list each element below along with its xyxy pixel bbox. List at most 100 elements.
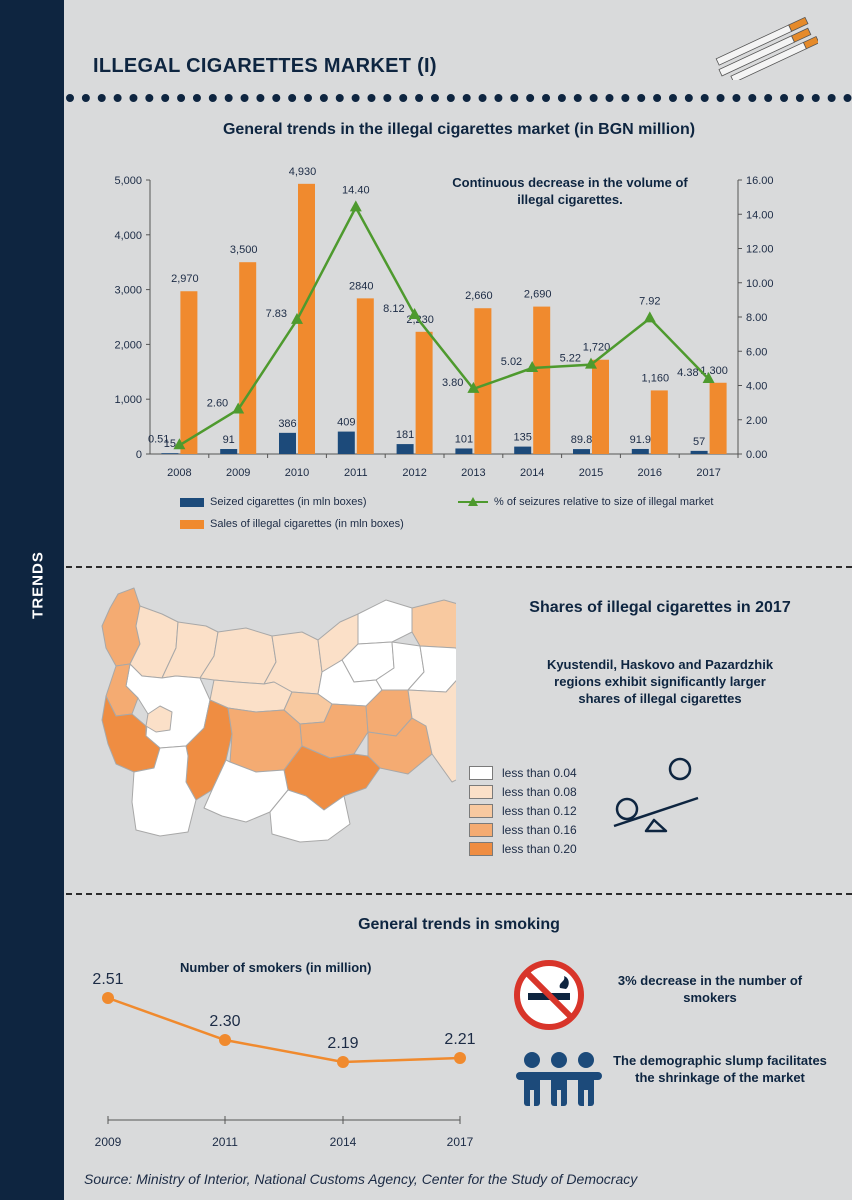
bar-sales <box>709 382 727 454</box>
legend-sales: Sales of illegal cigarettes (in mln boxe… <box>180 518 404 530</box>
smoking-section-title: General trends in smoking <box>358 916 560 933</box>
map-legend-item: less than 0.20 <box>469 842 577 856</box>
x-tick-label: 2010 <box>285 467 309 479</box>
data-label-percent: 3.80 <box>442 377 463 389</box>
y2-tick-label: 4.00 <box>746 381 767 393</box>
balance-scale-icon <box>613 757 699 833</box>
point-percent <box>349 200 362 212</box>
x-tick-label: 2015 <box>579 467 603 479</box>
line-percent <box>178 204 710 447</box>
illegal-market-chart: 0 1,000 2,000 3,000 4,000 5,000 0.00 2.00 4.00 6.… <box>114 166 774 479</box>
data-label-percent: 14.40 <box>342 184 370 196</box>
legend-seized-swatch <box>180 497 204 507</box>
data-label-seized: 91.9 <box>630 434 651 446</box>
data-label-sales: 2,660 <box>465 290 493 302</box>
y2-tick-label: 0.00 <box>746 449 767 461</box>
y-tick-label: 0 <box>136 449 142 461</box>
section-divider-top <box>66 94 852 102</box>
point-percent <box>585 357 597 369</box>
data-label-percent: 0.51 <box>148 433 169 445</box>
bulgaria-map <box>101 587 456 843</box>
data-label-sales: 3,500 <box>230 244 258 256</box>
point-smokers <box>219 1034 231 1046</box>
sidebar-label: TRENDS <box>29 551 47 619</box>
line-smokers <box>107 996 461 1064</box>
point-percent <box>526 361 539 373</box>
data-label-seized: 89.8 <box>571 434 592 446</box>
legend-percent-label: % of seizures relative to size of illega… <box>494 496 714 508</box>
data-label-percent: 2.60 <box>207 397 228 409</box>
data-label-seized: 15 <box>164 438 176 450</box>
y2-tick-label: 16.00 <box>746 175 774 187</box>
source-note: Source: Ministry of Interior, National C… <box>84 1171 638 1187</box>
y-tick-label: 2,000 <box>114 339 142 351</box>
map-legend-label: less than 0.04 <box>502 766 577 780</box>
point-smokers <box>102 992 114 1004</box>
data-label-sales: 2840 <box>349 280 373 292</box>
map-legend-swatch <box>469 766 493 780</box>
y-tick-label: 1,000 <box>114 394 142 406</box>
page-title: ILLEGAL CIGARETTES MARKET (I) <box>93 55 437 77</box>
map-region-dobrich <box>411 599 456 649</box>
bar-seized <box>631 448 649 454</box>
y2-tick-label: 14.00 <box>746 209 774 221</box>
data-label-sales: 4,930 <box>289 166 317 178</box>
map-legend-swatch <box>469 804 493 818</box>
map-region-burgas <box>407 680 456 783</box>
data-label-percent: 5.22 <box>560 353 581 365</box>
point-percent <box>408 307 421 319</box>
people-icon <box>516 1052 602 1108</box>
bar-sales <box>592 359 609 454</box>
y-tick-label: 4,000 <box>114 230 142 242</box>
data-label-seized: 386 <box>278 418 296 430</box>
smokers-chart: 2009 2.51 2011 2.30 2014 2.19 2017 2.21 <box>92 971 475 1149</box>
smokers-chart-title: Number of smokers (in million) <box>180 960 372 975</box>
bar-seized <box>514 446 532 454</box>
bar-seized <box>337 431 355 454</box>
bar-seized <box>396 444 414 454</box>
map-region-blagoevgrad <box>131 745 197 837</box>
bar-sales <box>356 298 374 454</box>
y2-tick-label: 10.00 <box>746 278 774 290</box>
data-label-percent: 7.83 <box>266 308 287 320</box>
bar-sales <box>415 331 433 454</box>
bar-sales <box>298 183 315 454</box>
point-percent <box>643 311 656 323</box>
bar-sales <box>239 262 257 454</box>
y2-tick-label: 2.00 <box>746 415 767 427</box>
data-label-smokers: 2.51 <box>92 971 123 988</box>
legend-seized-label: Seized cigarettes (in mln boxes) <box>210 496 367 508</box>
data-label-sales: 2,970 <box>171 273 199 285</box>
x-tick-label: 2011 <box>344 467 368 479</box>
data-label-smokers: 2.21 <box>444 1031 475 1048</box>
no-smoking-icon <box>514 960 584 1030</box>
point-percent <box>702 371 715 383</box>
data-label-sales: 1,720 <box>583 342 611 354</box>
sidebar: TRENDS <box>0 0 64 1200</box>
cigarettes-icon <box>715 16 818 80</box>
y2-tick-label: 8.00 <box>746 312 767 324</box>
map-region-silistra <box>357 599 413 645</box>
x-tick-label: 2008 <box>167 467 191 479</box>
data-label-percent: 8.12 <box>383 303 404 315</box>
map-legend-swatch <box>469 823 493 837</box>
data-label-sales: 1,300 <box>700 365 728 377</box>
section-divider-2 <box>66 893 852 895</box>
x-tick-label: 2014 <box>330 1135 357 1149</box>
data-label-percent: 5.02 <box>501 356 522 368</box>
bar-seized <box>279 432 296 454</box>
map-legend-swatch <box>469 842 493 856</box>
data-label-sales: 1,160 <box>642 372 670 384</box>
map-region-kardzhali <box>269 789 351 843</box>
legend-seized: Seized cigarettes (in mln boxes) <box>180 496 367 508</box>
point-smokers <box>337 1056 349 1068</box>
x-tick-label: 2009 <box>226 467 250 479</box>
bar-seized <box>161 453 179 454</box>
point-percent <box>467 381 480 393</box>
chart1-title: General trends in the illegal cigarettes… <box>222 121 696 138</box>
map-legend-swatch <box>469 785 493 799</box>
x-tick-label: 2011 <box>212 1135 238 1149</box>
map-note: Kyustendil, Haskovo and Pazardzhik regio… <box>546 657 774 706</box>
section-divider-1 <box>66 566 852 568</box>
fact-demographic-slump: The demographic slump facilitates the sh… <box>613 1053 827 1085</box>
